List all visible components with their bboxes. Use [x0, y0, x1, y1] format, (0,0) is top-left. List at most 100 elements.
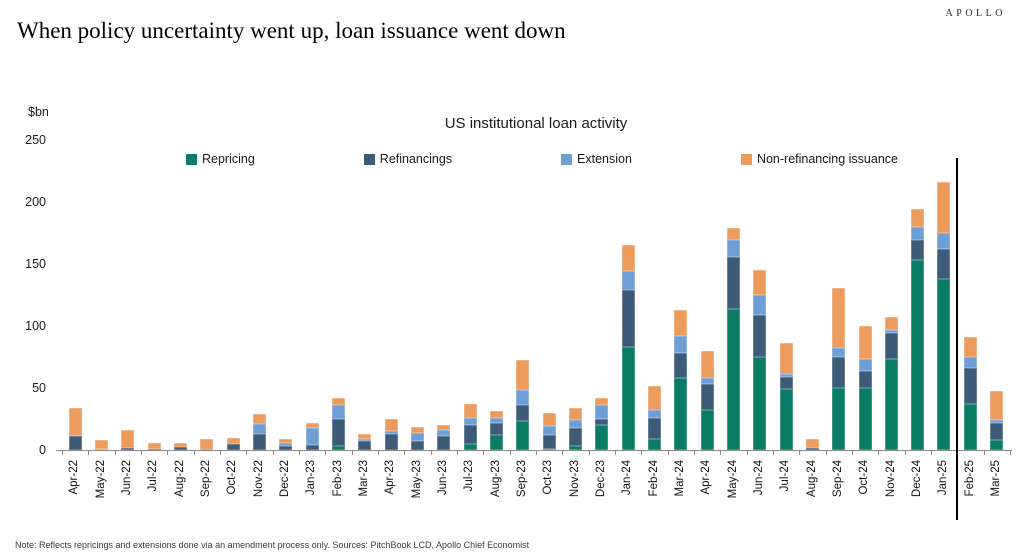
- bar-column: [194, 140, 220, 450]
- bar-segment: [911, 209, 925, 227]
- bar-segment: [963, 337, 977, 358]
- x-axis-tick: [141, 451, 142, 455]
- bar-stack: [858, 326, 872, 450]
- y-tick-label: 0: [39, 443, 46, 457]
- y-tick-label: 50: [32, 381, 46, 395]
- bar-segment: [68, 407, 82, 437]
- bar-segment: [331, 397, 345, 406]
- x-axis-tick: [536, 451, 537, 455]
- legend-item: Non-refinancing issuance: [740, 152, 898, 166]
- x-tick-label: Jan-23: [305, 460, 318, 496]
- x-tick-label: Jun-23: [436, 460, 449, 496]
- bar-segment: [121, 447, 135, 450]
- bar-stack: [489, 410, 503, 450]
- bar-segment: [753, 270, 767, 296]
- x-axis-tick: [114, 451, 116, 455]
- bar-segment: [674, 378, 688, 450]
- bar-segment: [305, 422, 319, 428]
- x-tick-label: May-22: [94, 460, 107, 499]
- x-axis-tick: [588, 451, 590, 455]
- x-axis-labels: Apr-22 May-22 Jun-22 Jul-22 Aug-22 Sep-22 Oct-…: [62, 458, 1010, 518]
- x-tick-label: Sep-24: [831, 460, 844, 498]
- bar-column: [773, 140, 799, 450]
- bar-segment: [621, 271, 635, 291]
- bar-segment: [595, 405, 609, 420]
- bar-segment: [937, 182, 951, 234]
- bar-stack: [410, 427, 424, 450]
- bar-segment: [726, 308, 740, 450]
- bar-column: [115, 140, 141, 450]
- x-axis-line: [56, 450, 1012, 451]
- bar-stack: [884, 317, 898, 450]
- bar-segment: [858, 359, 872, 371]
- bar-segment: [726, 228, 740, 241]
- x-tick-label: May-24: [726, 460, 739, 499]
- x-axis-tick: [88, 451, 90, 455]
- x-tick-label: Jan-25: [937, 460, 950, 496]
- x-axis-tick: [167, 451, 169, 455]
- bar-column: [615, 140, 641, 450]
- bar-segment: [437, 430, 451, 437]
- bar-segment: [647, 410, 661, 418]
- bar-segment: [963, 368, 977, 405]
- x-tick-label: Oct-22: [226, 460, 239, 495]
- bar-column: [983, 140, 1009, 450]
- bar-stack: [963, 337, 977, 450]
- x-tick-label: Dec-22: [278, 460, 291, 498]
- bar-column: [641, 140, 667, 450]
- x-axis-tick: [509, 451, 511, 455]
- bar-segment: [463, 404, 477, 418]
- bar-segment: [858, 388, 872, 450]
- bar-segment: [911, 226, 925, 241]
- x-axis-tick: [720, 451, 722, 455]
- x-axis-tick: [220, 451, 221, 455]
- x-axis-tick: [931, 451, 932, 455]
- bar-segment: [68, 436, 82, 450]
- legend-swatch: [186, 153, 197, 165]
- bar-segment: [832, 287, 846, 349]
- x-axis-ticks: [62, 451, 1011, 456]
- bar-stack: [147, 442, 161, 450]
- x-axis-tick: [430, 451, 432, 455]
- x-axis-tick: [457, 451, 458, 455]
- x-tick-label: Mar-25: [989, 460, 1002, 497]
- x-axis-tick: [904, 451, 906, 455]
- bar-segment: [358, 433, 372, 439]
- x-tick-label: Nov-23: [568, 460, 581, 498]
- bar-segment: [568, 407, 582, 421]
- bar-segment: [252, 414, 266, 424]
- bar-stack: [832, 287, 846, 450]
- bar-segment: [94, 440, 108, 449]
- bar-segment: [674, 353, 688, 379]
- legend-item: Extension: [561, 152, 632, 166]
- bar-stack: [94, 440, 108, 450]
- bar-segment: [700, 384, 714, 411]
- x-tick-label: Feb-25: [963, 460, 976, 497]
- bar-column: [62, 140, 88, 450]
- bar-segment: [621, 290, 635, 348]
- bar-segment: [331, 419, 345, 447]
- x-axis-tick: [325, 451, 327, 455]
- bar-column: [457, 140, 483, 450]
- legend-item: Repricing: [186, 152, 255, 166]
- bar-stack: [463, 404, 477, 450]
- x-tick-label: Jul-22: [147, 460, 160, 492]
- x-tick-label: Feb-23: [331, 460, 344, 497]
- bar-stack: [568, 407, 582, 450]
- x-tick-label: Jul-23: [463, 460, 476, 492]
- bar-segment: [489, 435, 503, 450]
- bar-segment: [489, 417, 503, 423]
- bar-stack: [200, 438, 214, 450]
- bar-stack: [911, 209, 925, 450]
- bar-segment: [542, 425, 556, 435]
- bar-stack: [621, 245, 635, 450]
- bar-segment: [305, 427, 319, 446]
- bar-column: [852, 140, 878, 450]
- bar-segment: [884, 359, 898, 450]
- bar-segment: [279, 442, 293, 447]
- bar-column: [957, 140, 983, 450]
- bar-segment: [832, 357, 846, 388]
- chart-title: US institutional loan activity: [444, 115, 628, 132]
- bar-segment: [121, 430, 135, 448]
